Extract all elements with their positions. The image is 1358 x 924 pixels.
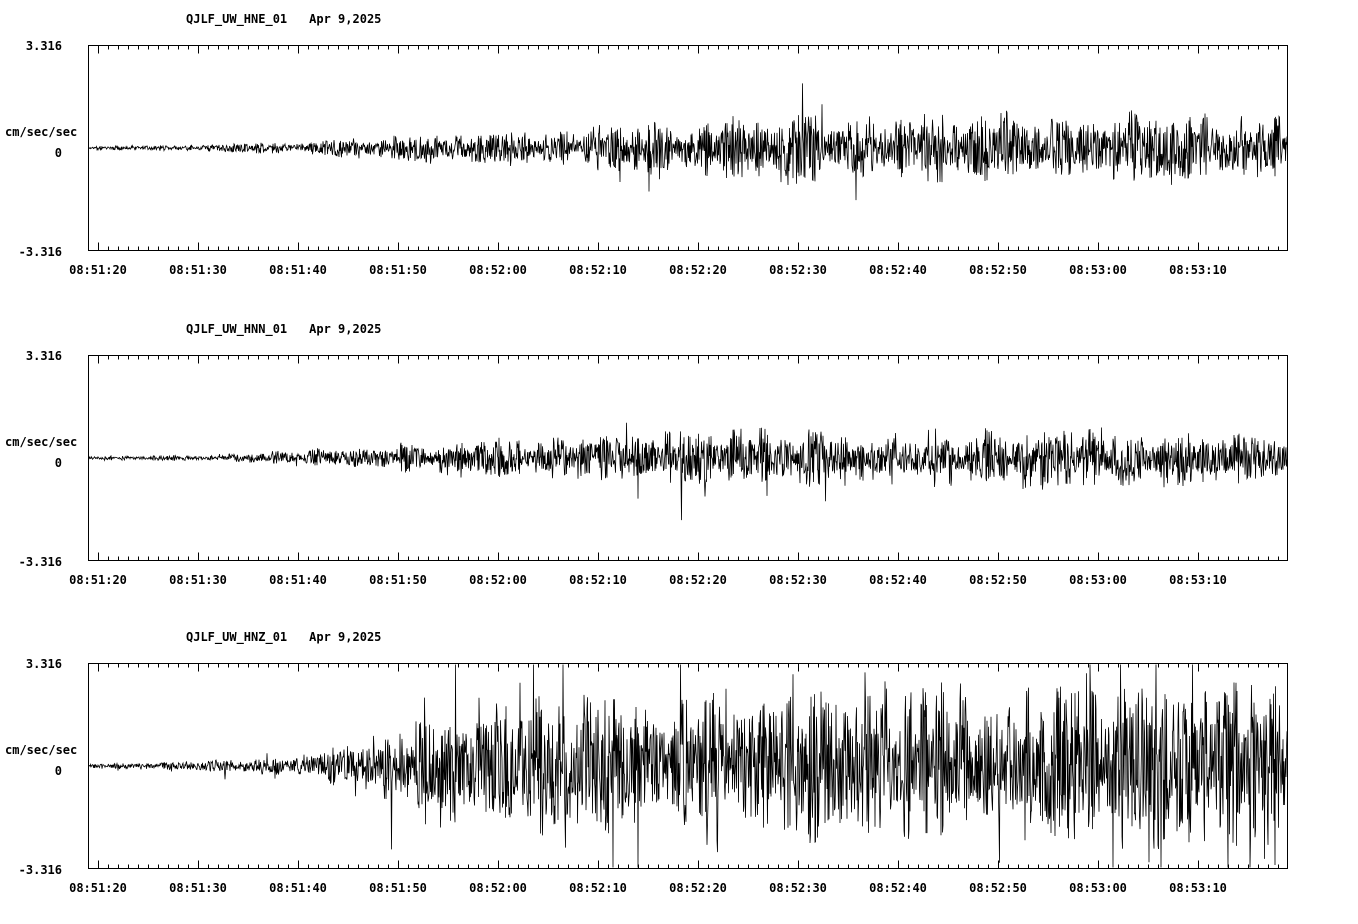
date-label: Apr 9,2025: [309, 322, 382, 336]
waveform-plot-hne: [88, 45, 1288, 251]
y-axis-units-label: cm/sec/sec: [5, 435, 78, 449]
time-tick-label: 08:52:30: [769, 881, 827, 895]
time-tick-label: 08:51:20: [69, 263, 127, 277]
y-axis-max-label: 3.316: [25, 657, 62, 671]
time-tick-label: 08:51:40: [269, 881, 327, 895]
time-tick-label: 08:52:20: [669, 263, 727, 277]
panel-title: QJLF_UW_HNE_01 Apr 9,2025: [186, 12, 381, 26]
time-tick-label: 08:52:10: [569, 573, 627, 587]
channel-name-label: QJLF_UW_HNE_01: [186, 12, 288, 26]
y-axis-min-label: -3.316: [18, 555, 62, 569]
y-axis-min-label: -3.316: [18, 863, 62, 877]
time-tick-label: 08:51:40: [269, 263, 327, 277]
panel-title: QJLF_UW_HNZ_01 Apr 9,2025: [186, 630, 381, 644]
time-tick-label: 08:51:50: [369, 881, 427, 895]
time-tick-label: 08:53:00: [1069, 881, 1127, 895]
time-tick-label: 08:52:00: [469, 881, 527, 895]
time-tick-label: 08:51:20: [69, 881, 127, 895]
time-axis-labels: 08:51:20 08:51:30 08:51:40 08:51:50 08:52:00…: [69, 881, 1298, 897]
time-tick-label: 08:52:10: [569, 263, 627, 277]
time-tick-label: 08:51:20: [69, 573, 127, 587]
time-tick-label: 08:52:00: [469, 263, 527, 277]
channel-name-label: QJLF_UW_HNZ_01: [186, 630, 288, 644]
time-tick-label: 08:53:00: [1069, 263, 1127, 277]
time-tick-label: 08:51:50: [369, 263, 427, 277]
time-tick-label: 08:52:50: [969, 881, 1027, 895]
seismogram-panel-hne: QJLF_UW_HNE_01 Apr 9,2025 3.316 cm/sec/s…: [0, 12, 1358, 294]
time-tick-label: 08:51:30: [169, 573, 227, 587]
time-tick-label: 08:52:20: [669, 881, 727, 895]
y-axis-units-label: cm/sec/sec: [5, 125, 78, 139]
time-tick-label: 08:53:10: [1169, 881, 1227, 895]
time-tick-label: 08:52:20: [669, 573, 727, 587]
waveform-plot-hnn: [88, 355, 1288, 561]
date-label: Apr 9,2025: [309, 12, 382, 26]
time-tick-label: 08:52:30: [769, 573, 827, 587]
time-tick-label: 08:52:40: [869, 573, 927, 587]
y-axis-min-label: -3.316: [18, 245, 62, 259]
time-axis-labels: 08:51:20 08:51:30 08:51:40 08:51:50 08:52:00…: [69, 263, 1298, 279]
time-tick-label: 08:53:10: [1169, 573, 1227, 587]
time-tick-label: 08:52:40: [869, 263, 927, 277]
seismogram-panel-hnz: QJLF_UW_HNZ_01 Apr 9,2025 3.316 cm/sec/s…: [0, 630, 1358, 912]
time-tick-label: 08:52:00: [469, 573, 527, 587]
time-tick-label: 08:53:10: [1169, 263, 1227, 277]
y-axis-zero-label: 0: [54, 146, 62, 160]
time-axis-labels: 08:51:20 08:51:30 08:51:40 08:51:50 08:52:00…: [69, 573, 1298, 589]
seismogram-panel-hnn: QJLF_UW_HNN_01 Apr 9,2025 3.316 cm/sec/s…: [0, 322, 1358, 604]
panel-title: QJLF_UW_HNN_01 Apr 9,2025: [186, 322, 381, 336]
time-tick-label: 08:52:50: [969, 573, 1027, 587]
channel-name-label: QJLF_UW_HNN_01: [186, 322, 288, 336]
time-tick-label: 08:51:30: [169, 263, 227, 277]
waveform-plot-hnz: [88, 663, 1288, 869]
y-axis-max-label: 3.316: [25, 349, 62, 363]
time-tick-label: 08:51:30: [169, 881, 227, 895]
y-axis-zero-label: 0: [54, 456, 62, 470]
date-label: Apr 9,2025: [309, 630, 382, 644]
time-tick-label: 08:51:50: [369, 573, 427, 587]
time-tick-label: 08:51:40: [269, 573, 327, 587]
time-tick-label: 08:52:30: [769, 263, 827, 277]
y-axis-units-label: cm/sec/sec: [5, 743, 78, 757]
time-tick-label: 08:52:50: [969, 263, 1027, 277]
time-tick-label: 08:53:00: [1069, 573, 1127, 587]
y-axis-zero-label: 0: [54, 764, 62, 778]
y-axis-max-label: 3.316: [25, 39, 62, 53]
time-tick-label: 08:52:10: [569, 881, 627, 895]
time-tick-label: 08:52:40: [869, 881, 927, 895]
